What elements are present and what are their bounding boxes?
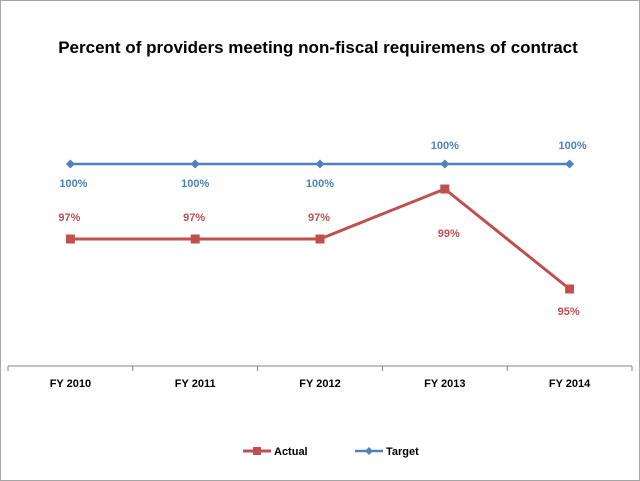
data-label-actual: 97% <box>308 212 330 224</box>
legend-marker-target <box>365 447 373 455</box>
data-point-actual <box>565 284 575 294</box>
plot-area <box>65 159 575 294</box>
data-point-target <box>565 159 575 169</box>
data-label-actual: 97% <box>183 212 205 224</box>
x-tick-label: FY 2011 <box>175 378 216 390</box>
data-label-target: 100% <box>559 140 587 152</box>
data-label-target: 100% <box>306 178 334 190</box>
data-label-target: 100% <box>181 178 209 190</box>
data-point-actual <box>65 234 75 244</box>
data-label-actual: 99% <box>438 228 460 240</box>
data-point-target <box>190 159 200 169</box>
legend-marker-actual <box>253 447 261 455</box>
data-point-actual <box>315 234 325 244</box>
data-point-target <box>65 159 75 169</box>
legend: Actual Target <box>243 446 419 458</box>
legend-label-target: Target <box>386 446 419 458</box>
x-tick-label: FY 2013 <box>424 378 465 390</box>
data-label-target: 100% <box>59 178 87 190</box>
data-label-actual: 95% <box>558 306 580 318</box>
chart-title: Percent of providers meeting non-fiscal … <box>58 38 578 57</box>
x-tick-label: FY 2012 <box>299 378 340 390</box>
legend-label-actual: Actual <box>274 446 308 458</box>
data-label-target: 100% <box>431 140 459 152</box>
data-point-target <box>440 159 450 169</box>
x-axis: FY 2010 FY 2011 FY 2012 FY 2013 FY 2014 <box>7 365 633 390</box>
data-point-target <box>315 159 325 169</box>
data-labels: 97% 97% 97% 99% 95% 100% 100% 100% 100% 100% <box>58 140 586 318</box>
data-label-actual: 97% <box>58 212 80 224</box>
data-point-actual <box>190 234 200 244</box>
x-tick-label: FY 2010 <box>50 378 91 390</box>
data-point-actual <box>440 184 450 194</box>
x-tick-label: FY 2014 <box>549 378 591 390</box>
